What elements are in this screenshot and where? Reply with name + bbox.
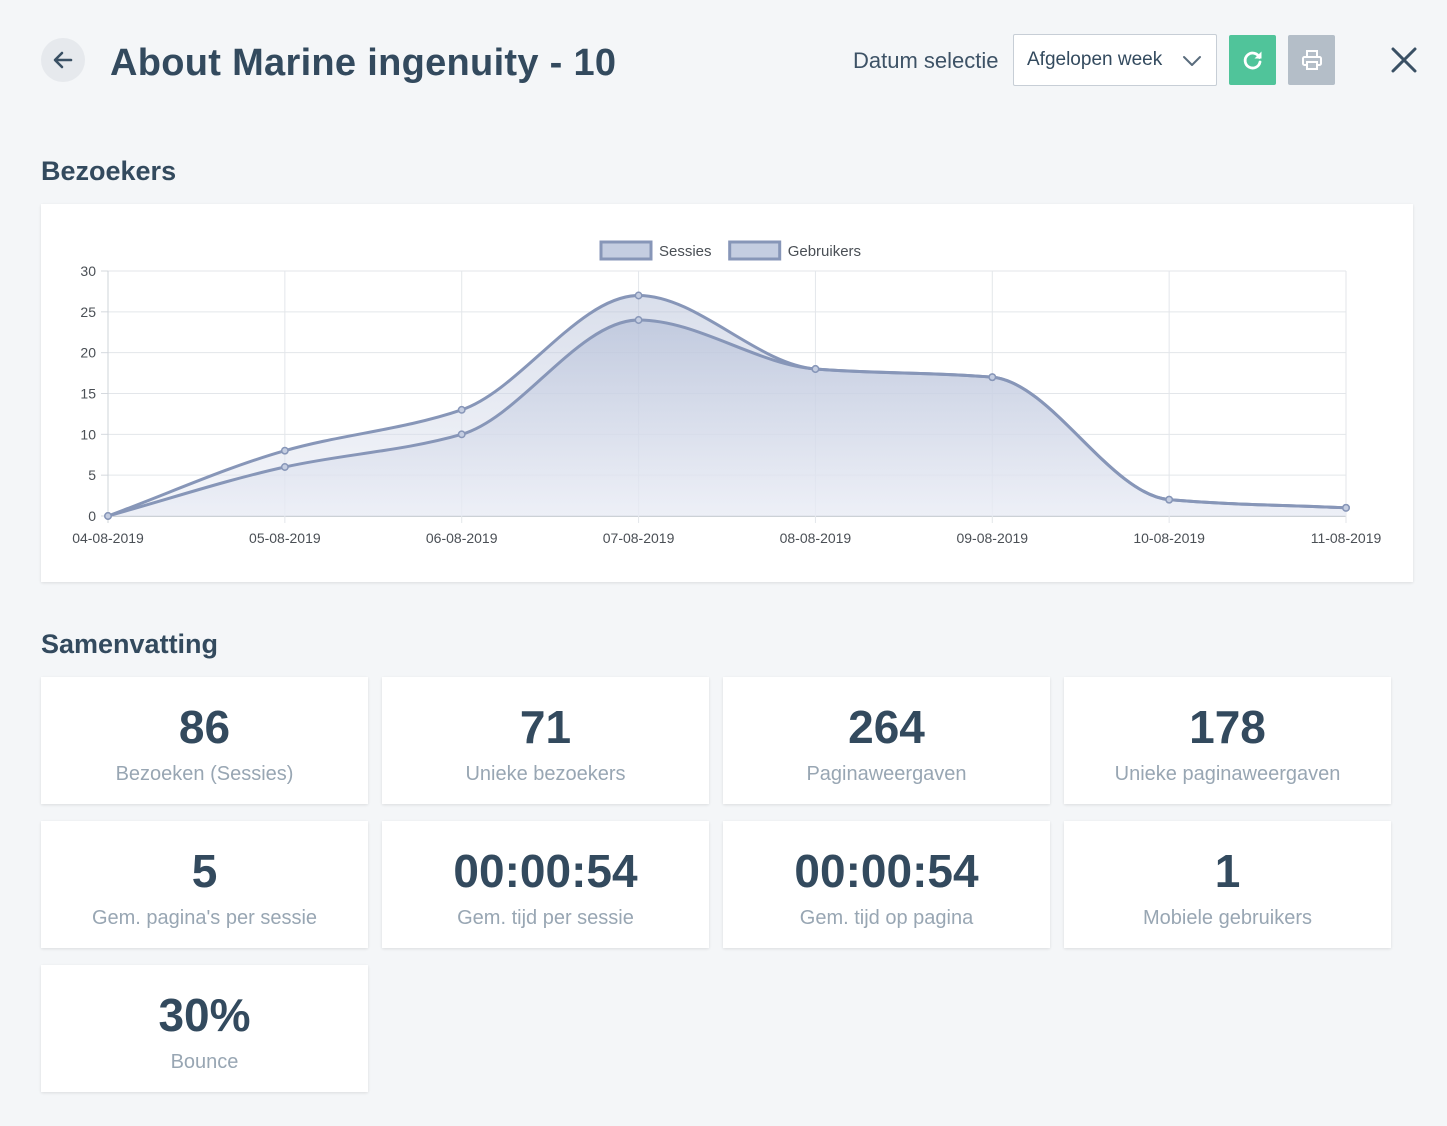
data-point-gebruikers bbox=[1165, 495, 1174, 504]
printer-icon bbox=[1301, 50, 1322, 70]
close-icon bbox=[1391, 47, 1417, 73]
visitors-section-title: Bezoekers bbox=[41, 156, 177, 186]
stat-value: 30% bbox=[158, 989, 251, 1041]
visitors-chart: 0 5 10 15 20 25 30 04-08-2019 05-08-2019 06-08-2… bbox=[72, 240, 1382, 546]
back-button[interactable] bbox=[41, 38, 85, 82]
x-tick-label: 06-08-2019 bbox=[426, 530, 498, 546]
refresh-button[interactable] bbox=[1229, 35, 1276, 85]
stat-card-time-on-page: 00:00:54 Gem. tijd op pagina bbox=[723, 821, 1050, 948]
data-point-gebruikers bbox=[634, 316, 643, 324]
x-tick-label: 05-08-2019 bbox=[249, 530, 321, 546]
chevron-down-icon bbox=[1183, 56, 1201, 66]
date-range-value: Afgelopen week bbox=[1027, 49, 1163, 70]
visitors-chart-card: 0 5 10 15 20 25 30 04-08-2019 05-08-2019 06-08-2… bbox=[41, 204, 1413, 582]
stat-value: 5 bbox=[191, 845, 218, 897]
stat-card-pageviews: 264 Paginaweergaven bbox=[723, 677, 1050, 804]
y-tick-label: 0 bbox=[88, 508, 96, 524]
stat-card-bounce: 30% Bounce bbox=[41, 965, 368, 1092]
legend-swatch bbox=[728, 240, 782, 261]
x-tick-label: 07-08-2019 bbox=[603, 530, 675, 546]
data-point-gebruikers bbox=[1342, 503, 1350, 512]
x-tick-label: 11-08-2019 bbox=[1311, 530, 1382, 546]
stat-label: Gem. tijd per sessie bbox=[457, 907, 634, 929]
refresh-icon bbox=[1243, 51, 1261, 70]
arrow-left-icon bbox=[53, 51, 73, 69]
print-button[interactable] bbox=[1288, 35, 1335, 85]
date-range-select[interactable]: Afgelopen week bbox=[1013, 34, 1217, 86]
y-tick-label: 25 bbox=[80, 304, 96, 320]
stat-label: Paginaweergaven bbox=[806, 763, 967, 785]
stat-label: Unieke paginaweergaven bbox=[1114, 763, 1341, 785]
data-point-sessies bbox=[634, 291, 643, 300]
stat-card-unique-visitors: 71 Unieke bezoekers bbox=[382, 677, 709, 804]
stat-label: Bounce bbox=[170, 1051, 239, 1073]
series-area-gebruikers bbox=[108, 320, 1346, 516]
stat-label: Gem. pagina's per sessie bbox=[91, 907, 318, 929]
x-tick-label: 09-08-2019 bbox=[956, 530, 1028, 546]
data-point-gebruikers bbox=[457, 430, 466, 439]
date-selection-label: Datum selectie bbox=[853, 48, 999, 73]
data-point-sessies bbox=[280, 446, 289, 455]
x-tick-label: 08-08-2019 bbox=[780, 530, 852, 546]
y-tick-label: 15 bbox=[80, 386, 96, 402]
series-line-gebruikers bbox=[107, 318, 1347, 518]
page-title: About Marine ingenuity - 10 bbox=[110, 42, 617, 84]
close-button[interactable] bbox=[1384, 40, 1424, 80]
stat-value: 178 bbox=[1189, 701, 1266, 753]
stat-label: Unieke bezoekers bbox=[465, 763, 626, 785]
page-header: About Marine ingenuity - 10 Datum select… bbox=[0, 0, 1447, 120]
stat-card-mobile-users: 1 Mobiele gebruikers bbox=[1064, 821, 1391, 948]
data-point-gebruikers bbox=[104, 512, 112, 520]
x-tick-label: 10-08-2019 bbox=[1133, 530, 1205, 546]
stat-label: Mobiele gebruikers bbox=[1143, 907, 1312, 929]
stat-card-sessions: 86 Bezoeken (Sessies) bbox=[41, 677, 368, 804]
stat-card-time-per-session: 00:00:54 Gem. tijd per sessie bbox=[382, 821, 709, 948]
stat-value: 71 bbox=[519, 701, 572, 753]
y-tick-label: 30 bbox=[80, 263, 96, 279]
legend-swatch bbox=[599, 240, 653, 261]
legend-label: Gebruikers bbox=[788, 243, 861, 260]
y-tick-label: 10 bbox=[80, 426, 96, 442]
x-tick-label: 04-08-2019 bbox=[72, 530, 144, 546]
summary-section-title: Samenvatting bbox=[41, 629, 219, 659]
stat-card-pages-per-session: 5 Gem. pagina's per sessie bbox=[41, 821, 368, 948]
stat-card-unique-pageviews: 178 Unieke paginaweergaven bbox=[1064, 677, 1391, 804]
data-point-sessies bbox=[457, 405, 466, 414]
y-tick-label: 5 bbox=[88, 467, 96, 483]
data-point-gebruikers bbox=[988, 373, 997, 382]
stat-value: 86 bbox=[178, 701, 231, 753]
legend-label: Sessies bbox=[659, 243, 712, 260]
y-tick-label: 20 bbox=[80, 345, 96, 361]
stat-value: 00:00:54 bbox=[453, 845, 638, 897]
stat-label: Bezoeken (Sessies) bbox=[115, 763, 294, 785]
stat-value: 264 bbox=[848, 701, 925, 753]
stat-value: 00:00:54 bbox=[794, 845, 979, 897]
data-point-gebruikers bbox=[811, 365, 820, 373]
stat-label: Gem. tijd op pagina bbox=[799, 907, 974, 929]
stat-value: 1 bbox=[1214, 845, 1241, 897]
data-point-gebruikers bbox=[280, 463, 289, 471]
